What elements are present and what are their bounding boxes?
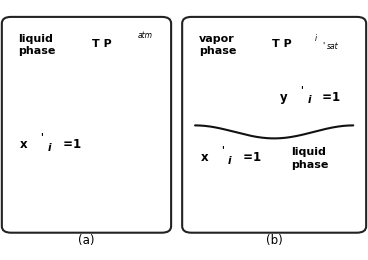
Text: vapor
phase: vapor phase: [199, 34, 236, 56]
Text: atm: atm: [138, 31, 153, 40]
Text: T P: T P: [272, 39, 292, 49]
FancyBboxPatch shape: [182, 17, 366, 233]
Text: T P: T P: [92, 39, 112, 49]
Text: sat: sat: [327, 42, 339, 51]
Text: =1: =1: [239, 151, 261, 164]
Text: y: y: [280, 91, 287, 104]
Text: i: i: [315, 34, 317, 43]
Text: i: i: [228, 156, 232, 166]
Text: i: i: [48, 143, 52, 153]
FancyBboxPatch shape: [2, 17, 171, 233]
Text: (a): (a): [78, 234, 95, 247]
Text: liquid
phase: liquid phase: [18, 34, 56, 56]
Text: x: x: [20, 138, 28, 151]
Text: (b): (b): [266, 234, 283, 247]
Text: ': ': [322, 42, 324, 51]
Text: i: i: [307, 95, 311, 105]
Text: =1: =1: [59, 138, 81, 151]
Text: ': ': [40, 132, 43, 142]
Text: liquid
phase: liquid phase: [291, 147, 328, 170]
Text: ': ': [221, 145, 224, 155]
Text: x: x: [201, 151, 208, 164]
Text: =1: =1: [318, 91, 340, 104]
Text: ': ': [300, 85, 303, 95]
